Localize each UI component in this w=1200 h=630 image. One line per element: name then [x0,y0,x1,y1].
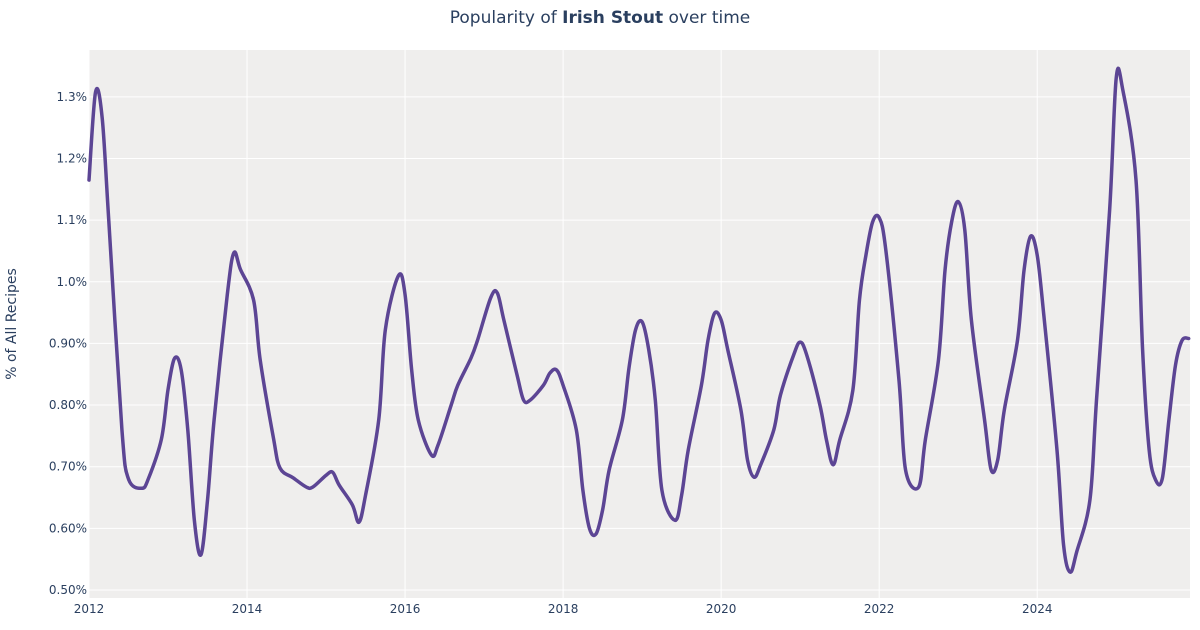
y-tick-label: 1.0% [57,275,88,289]
y-tick-label: 1.2% [57,151,88,165]
x-tick-label: 2024 [1022,602,1053,616]
y-ticks: 1.3% 1.2% 1.1% 1.0% 0.90% 0.80% 0.70% 0.60% 0.50… [49,90,87,597]
y-tick-label: 1.3% [57,90,88,104]
x-tick-label: 2022 [864,602,895,616]
y-tick-label: 0.60% [49,521,87,535]
y-tick-label: 0.70% [49,460,87,474]
title-prefix: Popularity of [449,8,563,28]
y-tick-label: 0.90% [49,336,87,350]
x-ticks: 2012 2014 2016 2018 2020 2022 2024 [74,602,1053,616]
x-tick-label: 2012 [74,602,105,616]
chart-title: Popularity of Irish Stout over time [0,8,1200,28]
y-tick-label: 0.80% [49,398,87,412]
y-tick-label: 1.1% [57,213,88,227]
x-tick-label: 2016 [390,602,421,616]
title-suffix: over time [663,8,751,28]
x-tick-label: 2018 [548,602,579,616]
x-tick-label: 2014 [232,602,263,616]
x-tick-label: 2020 [706,602,737,616]
title-bold: Irish Stout [562,8,664,28]
series-line [87,66,1191,574]
y-tick-label: 0.50% [49,583,87,597]
